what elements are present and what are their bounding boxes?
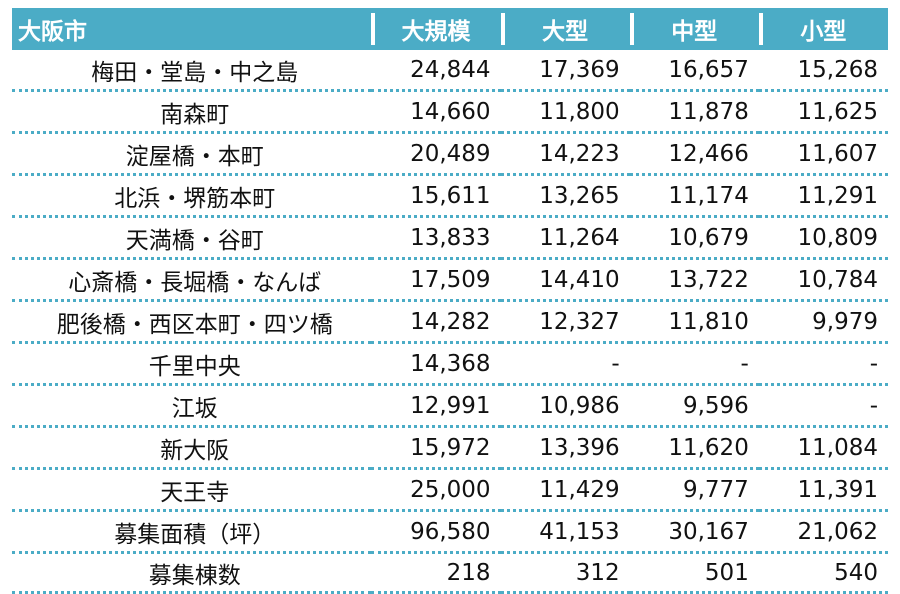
cell-small: 11,291 xyxy=(758,174,888,218)
row-label: 梅田・堂島・中之島 xyxy=(12,50,372,92)
table-row: 天満橋・谷町 13,833 11,264 10,679 10,809 xyxy=(12,216,888,260)
cell-medium: 30,167 xyxy=(629,510,759,554)
table-row: 江坂 12,991 10,986 9,596- xyxy=(12,384,888,428)
cell-large: - xyxy=(500,342,630,386)
rent-table-container: 大阪市 大規模 大型 中型 小型 梅田・堂島・中之島 24,844 17,369 16… xyxy=(12,8,888,594)
cell-medium: 11,174 xyxy=(629,174,759,218)
row-label: 新大阪 xyxy=(12,426,372,470)
cell-large-scale: 24,844 xyxy=(371,50,501,92)
cell-large-scale: 15,972 xyxy=(371,426,501,470)
row-label: 心斎橋・長堀橋・なんば xyxy=(12,258,372,302)
row-label: 南森町 xyxy=(12,90,372,134)
cell-small: 11,607 xyxy=(758,132,888,176)
row-label: 募集棟数 xyxy=(12,552,372,594)
table-row: 梅田・堂島・中之島 24,844 17,369 16,657 15,268 xyxy=(12,50,888,92)
cell-medium: 11,878 xyxy=(629,90,759,134)
cell-large: 10,986 xyxy=(500,384,630,428)
row-label: 北浜・堺筋本町 xyxy=(12,174,372,218)
row-label: 天王寺 xyxy=(12,468,372,512)
cell-large: 13,396 xyxy=(500,426,630,470)
cell-small: 540 xyxy=(758,552,888,594)
cell-large-scale: 13,833 xyxy=(371,216,501,260)
header-medium: 中型 xyxy=(629,8,759,50)
cell-small: 21,062 xyxy=(758,510,888,554)
table-row: 心斎橋・長堀橋・なんば 17,509 14,410 13,722 10,784 xyxy=(12,258,888,302)
cell-large: 17,369 xyxy=(500,50,630,92)
office-rent-table: 大阪市 大規模 大型 中型 小型 梅田・堂島・中之島 24,844 17,369 16… xyxy=(12,8,888,594)
row-label: 江坂 xyxy=(12,384,372,428)
cell-large: 14,410 xyxy=(500,258,630,302)
row-label: 肥後橋・西区本町・四ツ橋 xyxy=(12,300,372,344)
cell-medium: 11,620 xyxy=(629,426,759,470)
cell-large-scale: 14,368 xyxy=(371,342,501,386)
table-row: 南森町 14,660 11,800 11,878 11,625 xyxy=(12,90,888,134)
cell-medium: 16,657 xyxy=(629,50,759,92)
cell-large-scale: 20,489 xyxy=(371,132,501,176)
cell-small: 15,268 xyxy=(758,50,888,92)
cell-medium: 13,722 xyxy=(629,258,759,302)
cell-large: 12,327 xyxy=(500,300,630,344)
cell-small: 11,625 xyxy=(758,90,888,134)
cell-medium: 9,777 xyxy=(629,468,759,512)
row-label: 天満橋・谷町 xyxy=(12,216,372,260)
cell-small: 10,809 xyxy=(758,216,888,260)
header-city: 大阪市 xyxy=(12,8,372,50)
row-label: 千里中央 xyxy=(12,342,372,386)
cell-large-scale: 14,282 xyxy=(371,300,501,344)
cell-large: 312 xyxy=(500,552,630,594)
cell-medium: 10,679 xyxy=(629,216,759,260)
table-row: 募集面積（坪） 96,580 41,153 30,167 21,062 xyxy=(12,510,888,554)
cell-large-scale: 17,509 xyxy=(371,258,501,302)
cell-large-scale: 96,580 xyxy=(371,510,501,554)
cell-small: - xyxy=(758,384,888,428)
cell-small: 9,979 xyxy=(758,300,888,344)
cell-medium: 12,466 xyxy=(629,132,759,176)
cell-large-scale: 14,660 xyxy=(371,90,501,134)
cell-large: 13,265 xyxy=(500,174,630,218)
cell-medium: 9,596 xyxy=(629,384,759,428)
cell-large: 11,800 xyxy=(500,90,630,134)
row-label: 募集面積（坪） xyxy=(12,510,372,554)
table-row: 北浜・堺筋本町 15,611 13,265 11,174 11,291 xyxy=(12,174,888,218)
cell-large: 11,264 xyxy=(500,216,630,260)
row-label: 淀屋橋・本町 xyxy=(12,132,372,176)
cell-small: - xyxy=(758,342,888,386)
cell-large-scale: 15,611 xyxy=(371,174,501,218)
header-small: 小型 xyxy=(758,8,888,50)
cell-small: 11,084 xyxy=(758,426,888,470)
table-row: 新大阪 15,972 13,396 11,620 11,084 xyxy=(12,426,888,470)
cell-large-scale: 25,000 xyxy=(371,468,501,512)
cell-large-scale: 12,991 xyxy=(371,384,501,428)
table-row: 天王寺 25,000 11,429 9,777 11,391 xyxy=(12,468,888,512)
cell-small: 11,391 xyxy=(758,468,888,512)
table-row: 千里中央 14,368- - - xyxy=(12,342,888,386)
header-large-scale: 大規模 xyxy=(371,8,501,50)
table-row: 淀屋橋・本町 20,489 14,223 12,466 11,607 xyxy=(12,132,888,176)
table-row: 肥後橋・西区本町・四ツ橋 14,282 12,327 11,810 9,979 xyxy=(12,300,888,344)
cell-medium: 501 xyxy=(629,552,759,594)
cell-medium: 11,810 xyxy=(629,300,759,344)
cell-large: 41,153 xyxy=(500,510,630,554)
cell-small: 10,784 xyxy=(758,258,888,302)
table-row: 募集棟数 218 312 501 540 xyxy=(12,552,888,594)
cell-large: 11,429 xyxy=(500,468,630,512)
cell-medium: - xyxy=(629,342,759,386)
table-header-row: 大阪市 大規模 大型 中型 小型 xyxy=(12,8,888,50)
cell-large: 14,223 xyxy=(500,132,630,176)
cell-large-scale: 218 xyxy=(371,552,501,594)
header-large: 大型 xyxy=(500,8,630,50)
